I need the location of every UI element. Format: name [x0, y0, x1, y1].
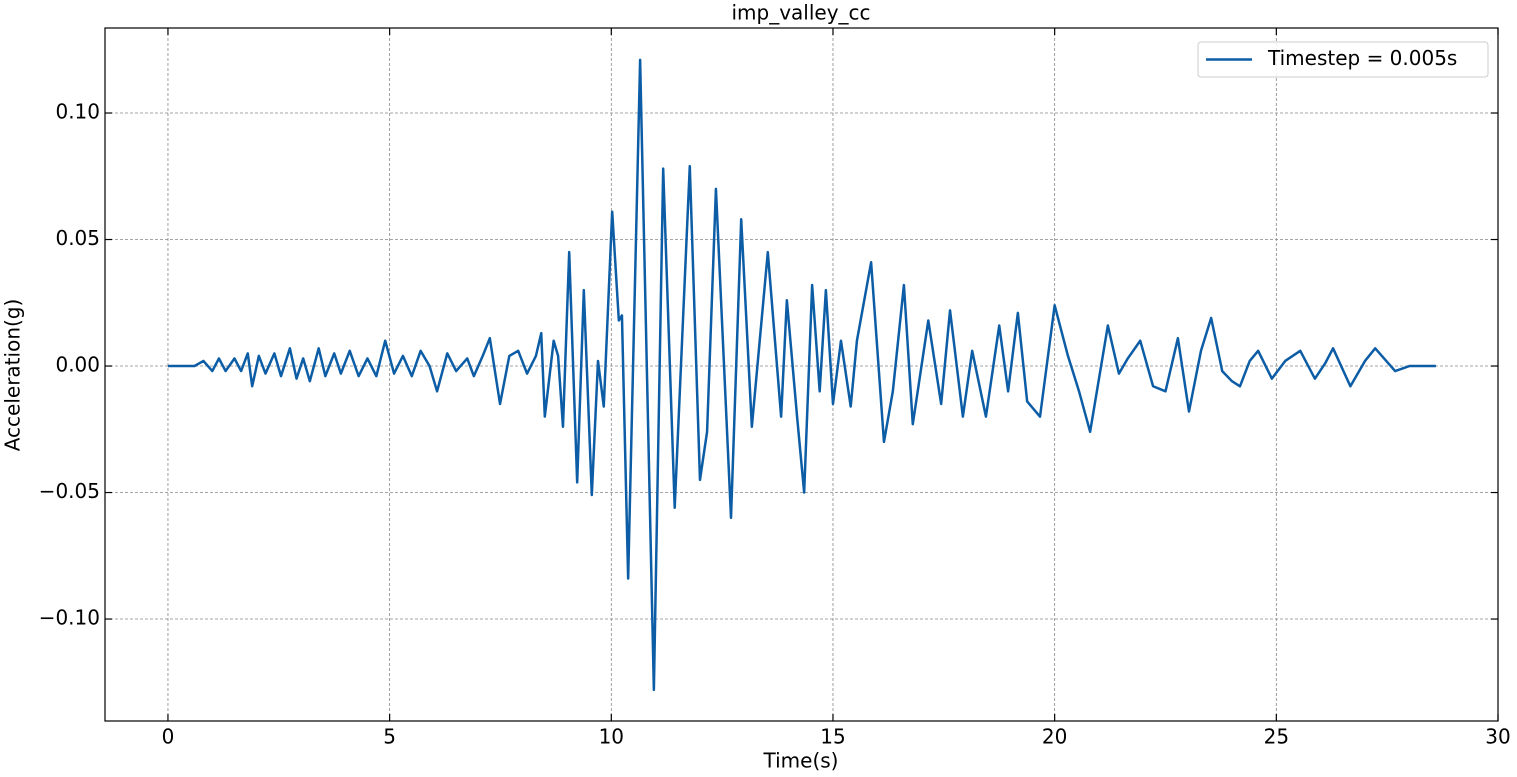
y-axis-label: Acceleration(g) — [1, 299, 25, 452]
x-tick-label: 15 — [820, 725, 845, 749]
x-axis-label: Time(s) — [763, 749, 839, 773]
y-tick-label: 0.00 — [55, 353, 100, 377]
plot-frame — [104, 27, 1499, 722]
x-tick-label: 5 — [383, 725, 396, 749]
legend-label: Timestep = 0.005s — [1267, 46, 1457, 70]
legend-box — [1197, 41, 1489, 78]
chart-title: imp_valley_cc — [731, 1, 870, 25]
y-tick-label: −0.10 — [39, 606, 100, 630]
y-tick-label: −0.05 — [39, 479, 100, 503]
y-tick-label: 0.05 — [55, 226, 100, 250]
x-tick-label: 30 — [1485, 725, 1510, 749]
x-tick-label: 20 — [1042, 725, 1067, 749]
x-tick-label: 10 — [599, 725, 624, 749]
y-tick-label: 0.10 — [55, 100, 100, 124]
data-line — [167, 58, 1436, 692]
x-tick-label: 0 — [162, 725, 175, 749]
x-tick-label: 25 — [1264, 725, 1289, 749]
